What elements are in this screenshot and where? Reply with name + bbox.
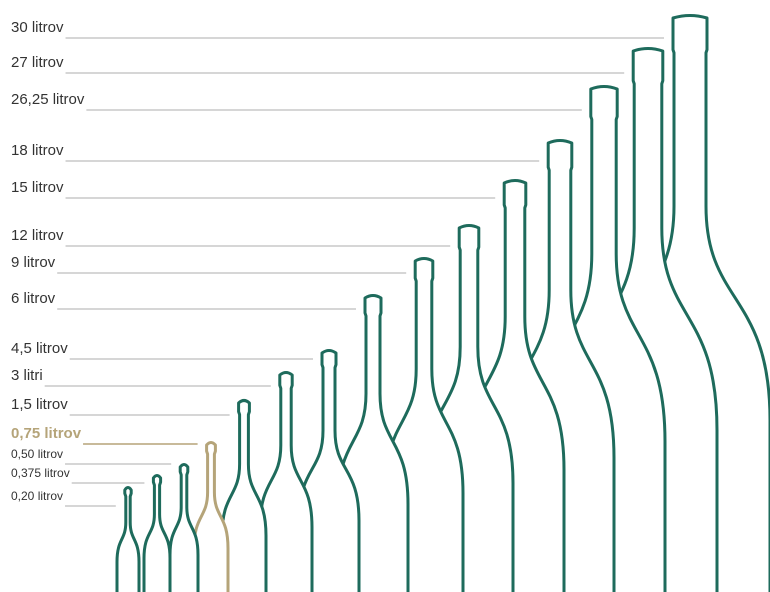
size-label: 0,75 litrov: [11, 425, 82, 442]
size-label: 15 litrov: [11, 179, 64, 196]
size-label: 0,20 litrov: [11, 489, 63, 503]
labels: 30 litrov 27 litrov 26,25 litrov 18 litrov 1…: [11, 19, 664, 507]
bottle: [168, 463, 200, 592]
size-label: 26,25 litrov: [11, 91, 85, 108]
size-label: 0,375 litrov: [11, 466, 70, 480]
size-label: 30 litrov: [11, 19, 64, 36]
size-label: 6 litrov: [11, 290, 56, 307]
bottle: [297, 349, 361, 592]
bottle: [220, 399, 268, 592]
bottle: [142, 474, 172, 592]
size-label: 0,50 litrov: [11, 447, 63, 461]
bottle: [258, 371, 314, 592]
size-label: 3 litri: [11, 367, 43, 384]
size-label: 18 litrov: [11, 142, 64, 159]
bottle: [192, 441, 230, 592]
bottle: [115, 486, 141, 592]
size-label: 1,5 litrov: [11, 396, 68, 413]
size-label: 12 litrov: [11, 227, 64, 244]
size-label: 27 litrov: [11, 54, 64, 71]
size-label: 9 litrov: [11, 254, 56, 271]
bottles: [115, 14, 770, 592]
size-label: 4,5 litrov: [11, 340, 68, 357]
